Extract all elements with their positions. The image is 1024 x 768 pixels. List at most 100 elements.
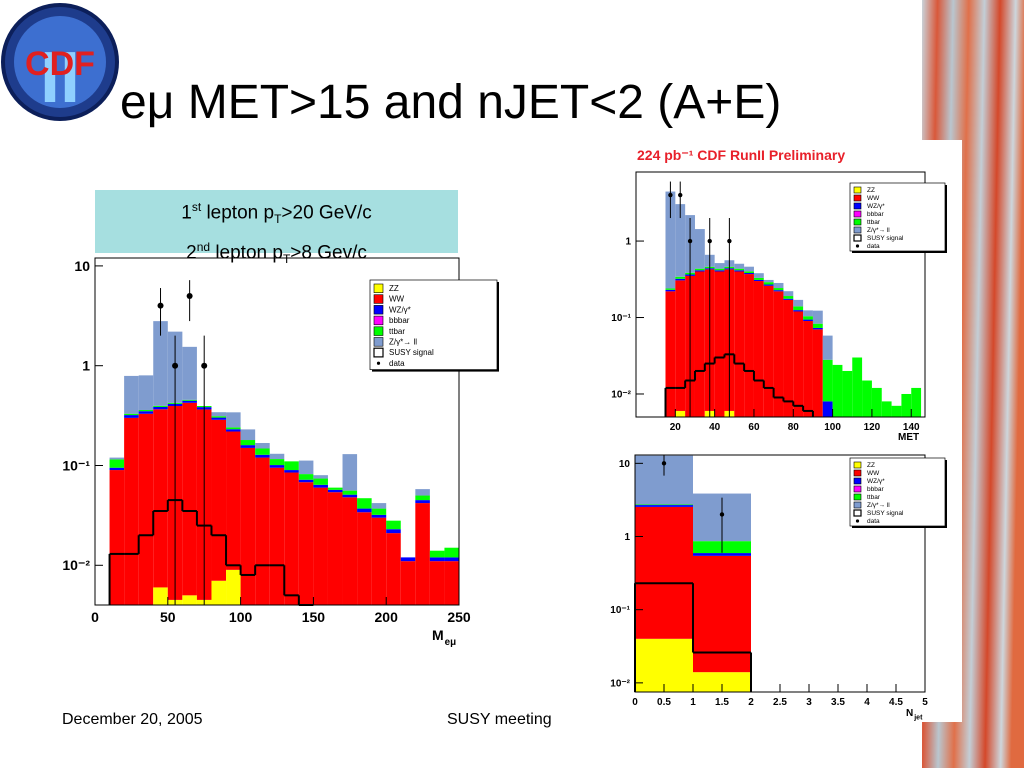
- bar-segment: [773, 288, 784, 291]
- bar-segment: [182, 402, 197, 596]
- legend-swatch: [373, 305, 384, 315]
- y-tick-label: 1: [625, 237, 631, 248]
- bar-segment: [153, 587, 168, 605]
- x-tick-label: 4: [864, 697, 870, 708]
- x-tick-label: 0.5: [657, 697, 671, 708]
- legend-box: [849, 457, 946, 527]
- x-tick-label: 0: [632, 697, 638, 708]
- bar-segment: [240, 440, 256, 446]
- bar-segment: [429, 550, 445, 558]
- chart-title: 224 pb⁻¹ CDF RunII Preliminary: [637, 147, 845, 163]
- bar-segment: [138, 409, 154, 412]
- data-point: [186, 292, 193, 299]
- x-tick-label: 5: [922, 697, 928, 708]
- bar-segment: [371, 514, 387, 518]
- bar-segment: [822, 335, 833, 360]
- bar-segment: [803, 310, 813, 317]
- text: st: [191, 200, 202, 214]
- bar-segment: [153, 409, 168, 588]
- legend-label: SUSY signal: [389, 348, 434, 357]
- bar-segment: [109, 457, 125, 460]
- x-tick-label: 0: [91, 609, 99, 625]
- bar-segment: [342, 454, 358, 491]
- bar-segment: [226, 569, 241, 605]
- data-point: [678, 192, 683, 198]
- text: lepton p: [201, 202, 275, 224]
- bar-segment: [400, 561, 416, 605]
- bar-segment: [744, 273, 754, 275]
- text: T: [282, 252, 291, 267]
- bar-segment: [182, 346, 197, 400]
- bar-segment: [812, 310, 823, 324]
- bar-segment: [211, 416, 227, 418]
- cut-line: 1st lepton pT>20 GeV/c: [95, 193, 458, 233]
- bar-segment: [284, 472, 299, 605]
- bar-segment: [153, 406, 168, 410]
- footer-meeting: SUSY meeting: [447, 711, 552, 728]
- bar-segment: [226, 429, 241, 432]
- bar-segment: [138, 411, 154, 414]
- bar-segment: [313, 487, 328, 605]
- bar-segment: [415, 495, 430, 501]
- legend-swatch: [373, 294, 384, 304]
- bar-segment: [182, 400, 197, 403]
- bar-segment: [694, 229, 705, 269]
- plot-frame: [94, 257, 460, 606]
- x-axis-label: M: [432, 627, 444, 643]
- bar-segment: [298, 474, 314, 480]
- x-tick-label: 50: [160, 609, 176, 625]
- bar-segment: [763, 285, 774, 417]
- text: >20 GeV/c: [281, 202, 372, 224]
- bar-segment: [444, 561, 459, 605]
- legend-label: WW: [389, 295, 405, 304]
- legend-swatch: [853, 186, 862, 194]
- legend-label: data: [867, 243, 880, 250]
- bar-segment: [342, 494, 358, 498]
- legend-swatch: [853, 501, 862, 509]
- bar-segment: [153, 405, 168, 407]
- legend-label: ttbar: [867, 219, 881, 226]
- legend-swatch: [373, 337, 384, 347]
- x-tick-label: 20: [670, 422, 682, 433]
- bar-segment: [124, 417, 139, 605]
- bar-segment: [871, 387, 882, 417]
- logo-text: CDF: [25, 45, 95, 83]
- data-point: [157, 302, 164, 309]
- bar-segment: [744, 266, 754, 272]
- legend-swatch: [853, 194, 862, 202]
- legend-swatch: [853, 218, 862, 226]
- legend-swatch: [853, 202, 862, 210]
- plot-frame: [635, 171, 926, 418]
- bar-segment: [240, 429, 256, 441]
- bar-segment: [269, 459, 285, 466]
- bar-segment: [109, 467, 125, 471]
- legend-label: bbbar: [389, 316, 410, 325]
- legend-label: ZZ: [389, 284, 399, 293]
- x-tick-label: 200: [375, 609, 399, 625]
- x-tick-label: 150: [302, 609, 326, 625]
- bar-segment: [773, 290, 784, 292]
- bar-segment: [109, 459, 125, 468]
- bar-segment: [753, 281, 764, 417]
- bar-segment: [400, 557, 416, 562]
- legend-swatch: [373, 347, 384, 358]
- data-point: [727, 238, 732, 244]
- text: T: [274, 212, 282, 227]
- y-tick-label: 10⁻¹: [62, 457, 90, 473]
- bar-segment: [371, 517, 387, 605]
- bar-segment: [783, 291, 794, 297]
- bar-segment: [793, 310, 804, 312]
- bar-segment: [124, 375, 139, 414]
- bar-segment: [298, 479, 314, 483]
- bar-segment: [342, 497, 358, 605]
- legend-label: WZ/γ*: [867, 478, 885, 485]
- bar-segment: [694, 270, 705, 272]
- bar-segment: [226, 412, 241, 428]
- bar-segment: [803, 321, 813, 417]
- bar-segment: [635, 506, 693, 639]
- bar-segment: [226, 427, 241, 430]
- x-tick-label: 3.5: [831, 697, 845, 708]
- bar-segment: [763, 282, 774, 285]
- legend-swatch: [853, 461, 862, 469]
